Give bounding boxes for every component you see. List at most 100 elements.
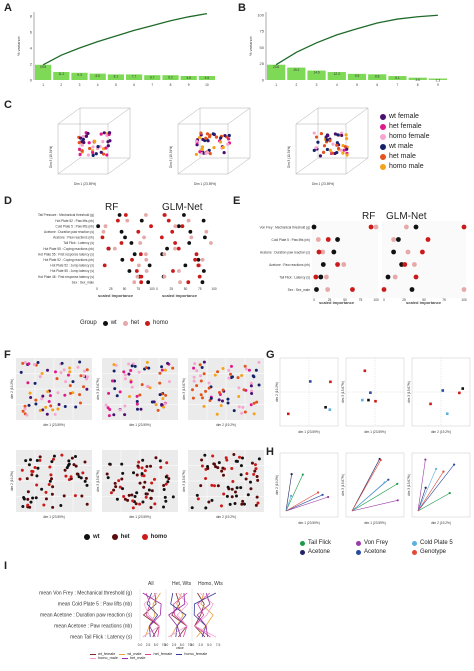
- b-ytick-label: 0: [262, 77, 265, 82]
- panel-f-point: [108, 408, 112, 412]
- panel-e-point: [335, 237, 340, 242]
- panel-h-ylabel: dim 3 (15.67%): [341, 474, 345, 496]
- panel-f-point: [229, 364, 233, 368]
- panel-f-point: [153, 502, 157, 506]
- panel-f-point: [130, 385, 134, 389]
- panel-h-legend-label: Genotype: [420, 549, 447, 555]
- panel-h-vector: [351, 500, 398, 512]
- panel-f-point: [166, 480, 170, 484]
- panel-f-point: [62, 368, 66, 372]
- panel-f-point: [123, 404, 127, 408]
- panel-e-point: [413, 274, 419, 280]
- cube-edge: [227, 107, 251, 125]
- panel-f-point: [38, 375, 42, 379]
- panel-f-point: [48, 394, 52, 398]
- panel-e-xtick-label: 25: [402, 298, 406, 302]
- panel-g-marker: [461, 387, 465, 390]
- panel-d-point: [139, 274, 144, 279]
- panel-f-point: [122, 495, 126, 499]
- panel-d-point: [123, 213, 128, 217]
- panel-d-point: [177, 269, 181, 273]
- panel-f-point: [36, 466, 40, 470]
- panel-f-point: [225, 494, 229, 498]
- panel-f-point: [51, 505, 55, 509]
- group-legend-label: homo: [153, 320, 169, 326]
- panel-c-point: [340, 131, 344, 135]
- panel-d-point: [127, 269, 132, 273]
- panel-c-point: [104, 146, 108, 150]
- panel-h-vector-tip: [290, 473, 293, 476]
- a-xtick-label: 8: [170, 83, 172, 87]
- panel-f-point: [144, 495, 148, 499]
- panel-f-point: [26, 497, 30, 501]
- panel-d-point: [112, 246, 117, 251]
- panel-f-point: [140, 466, 144, 470]
- panel-h-vector: [285, 496, 329, 512]
- panel-c-point: [324, 135, 328, 139]
- panel-c-point: [80, 143, 84, 147]
- panel-e-xlabel-glm: scaled importance: [406, 300, 442, 305]
- panel-c-point: [345, 147, 349, 151]
- panel-e-point: [350, 287, 355, 292]
- panel-f-point: [40, 487, 44, 491]
- panel-f-point: [225, 458, 229, 462]
- panel-c-point: [325, 147, 330, 152]
- panel-f-point: [164, 482, 168, 486]
- panel-f-point: [232, 409, 236, 413]
- panel-d-xtick-label: 0: [96, 287, 98, 291]
- legend-swatch-icon: [380, 133, 386, 140]
- panel-i-feature-label: mean Cold Plate 5 : Paw lifts (nb): [58, 602, 133, 608]
- panel-i-xtick-label: 2.5: [146, 643, 151, 647]
- panel-c-point: [80, 149, 84, 153]
- b-bar-value-label: 6.1: [395, 76, 400, 80]
- panel-f-point: [230, 466, 234, 470]
- panel-f-point: [234, 494, 238, 498]
- panel-c-point: [107, 131, 112, 135]
- panel-i-chart: All Het, Wts Homo, Wts mean Von Frey : M…: [39, 581, 223, 650]
- panel-i-feature-label: mean Acetone : Paw reactions (nb): [54, 624, 132, 630]
- panel-f-point: [51, 408, 55, 412]
- panel-g-xlabel: dim 1 (23.59%): [298, 430, 320, 434]
- panel-f-point: [41, 408, 45, 412]
- panel-f-point: [138, 481, 142, 485]
- panel-e-point: [381, 287, 387, 292]
- panel-f-point: [121, 471, 125, 475]
- panel-i-xtick-label: 7.5: [188, 643, 193, 647]
- panel-f-point: [19, 370, 23, 374]
- panel-c-point: [91, 153, 95, 157]
- panel-f-point: [55, 377, 59, 381]
- panel-c-point: [343, 145, 347, 149]
- panel-c-point: [200, 147, 204, 151]
- panel-h-ylabel: dim 2 (19.2%): [275, 475, 279, 495]
- panel-f-point: [212, 484, 216, 488]
- a-bar: [126, 74, 143, 80]
- panel-d-feature-label: Hot Plate 52 : Paw lifts (nb): [55, 219, 94, 223]
- panel-f-point: [241, 405, 245, 409]
- panel-f-point: [257, 383, 261, 387]
- panel-f-point: [191, 396, 195, 400]
- b-bar-value-label: 14.6: [313, 71, 319, 75]
- panel-c-point: [105, 153, 109, 157]
- panel-h-legend-item: Cold Plate 5: [412, 540, 453, 546]
- panel-f-point: [142, 485, 146, 489]
- b-xtick-label: 5: [356, 83, 358, 87]
- panel-e-plot-bg: [312, 221, 378, 298]
- panel-f-point: [85, 368, 89, 372]
- a-cumulative-line: [42, 12, 208, 66]
- b-xtick-label: 3: [316, 83, 318, 87]
- panel-e-point: [413, 224, 419, 230]
- panel-h-vector-tip: [321, 493, 324, 496]
- panel-d-point: [193, 257, 198, 262]
- panel-d-point: [144, 252, 148, 257]
- panel-d-point: [200, 257, 205, 262]
- panel-c-point: [341, 143, 345, 148]
- panel-c-point: [221, 145, 225, 149]
- panel-h-vector-tip: [435, 467, 438, 471]
- panel-f-point: [249, 381, 253, 385]
- panel-a-ylabel: % variance: [16, 35, 21, 56]
- panel-h-vector: [285, 474, 304, 512]
- panel-f-point: [123, 413, 127, 417]
- panel-c-point: [312, 148, 316, 152]
- panel-d-xtick-label: 100: [211, 287, 217, 291]
- panel-h-legend-label: Acetone: [308, 549, 331, 555]
